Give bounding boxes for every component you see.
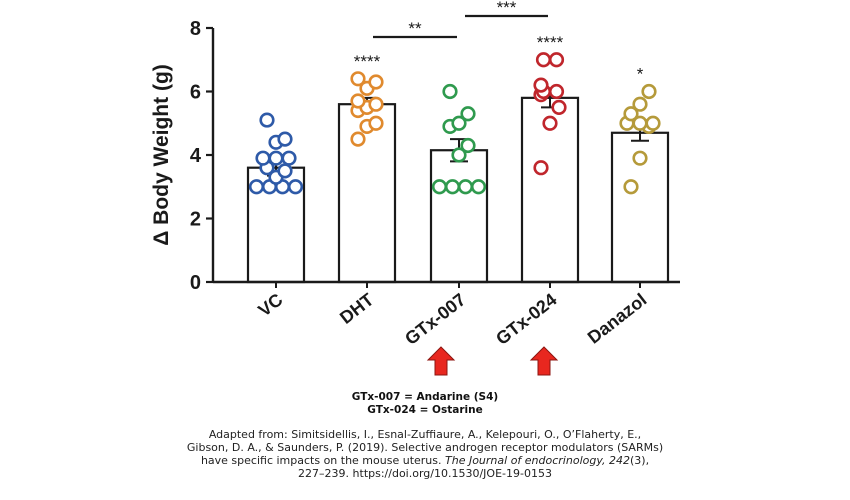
x-tick-label-vc: VC <box>254 289 286 320</box>
data-point-gtx-007 <box>431 179 448 195</box>
x-tick-label-gtx-007: GTx-007 <box>401 289 469 349</box>
data-point-danazol <box>623 179 639 195</box>
y-tick-label-6: 6 <box>190 82 201 104</box>
data-point-gtx-007 <box>460 106 476 122</box>
data-point-dht <box>350 131 366 147</box>
y-tick-label-2: 2 <box>190 209 201 231</box>
data-point-vc <box>277 163 293 179</box>
alias-line-ostarine: GTx-024 = Ostarine <box>367 404 483 416</box>
significance-label-gtx-024: **** <box>537 33 564 52</box>
data-point-gtx-024 <box>548 52 565 68</box>
data-point-dht <box>350 93 366 109</box>
data-point-vc <box>259 112 275 128</box>
data-point-danazol <box>645 115 661 131</box>
data-point-vc <box>277 131 293 147</box>
citation-line-1: Adapted from: Simitsidellis, I., Esnal-Z… <box>208 428 642 441</box>
data-point-dht <box>368 96 384 112</box>
data-point-danazol <box>623 106 639 122</box>
citation-line-4: 227–239. https://doi.org/10.1530/JOE-19-… <box>298 467 552 480</box>
highlight-arrow-gtx-007 <box>426 346 456 376</box>
data-point-gtx-007 <box>442 83 458 100</box>
data-point-vc <box>255 150 271 166</box>
bar-chart: 0 2 4 6 8 VC **** DHT GTx-007 **** GTx-024 * Danazo… <box>150 0 680 376</box>
citation-title-text: have specific impacts on the mouse uteru… <box>200 454 445 467</box>
x-tick-label-gtx-024: GTx-024 <box>492 289 560 349</box>
drug-alias-annotation: GTx-007 = Andarine (S4) GTx-024 = Ostari… <box>0 391 850 417</box>
data-point-gtx-007 <box>460 137 476 154</box>
data-point-gtx-024 <box>535 52 552 68</box>
data-point-vc <box>287 179 304 195</box>
x-tick-label-dht: DHT <box>336 289 377 328</box>
data-point-dht <box>368 115 384 131</box>
y-tick-label-4: 4 <box>190 145 202 167</box>
highlight-arrow-gtx-024 <box>529 346 559 376</box>
x-tick-label-danazol: Danazol <box>584 289 651 347</box>
citation-line-2: Gibson, D. A., & Saunders, P. (2019). Se… <box>186 441 664 454</box>
alias-line-andarine: GTx-007 = Andarine (S4) <box>351 391 499 403</box>
citation-journal: The Journal of endocrinology, 242 <box>445 454 630 467</box>
data-point-gtx-024 <box>542 115 558 131</box>
data-point-gtx-024 <box>533 77 549 93</box>
data-point-gtx-024 <box>548 83 565 100</box>
data-point-dht <box>368 74 384 90</box>
data-point-vc <box>248 179 265 195</box>
data-point-vc <box>268 150 284 166</box>
citation-line-3: have specific impacts on the mouse uteru… <box>0 454 850 467</box>
data-point-danazol <box>632 96 648 112</box>
comparison-label-2: *** <box>497 0 517 17</box>
data-point-gtx-007 <box>451 147 467 163</box>
significance-label-dht: **** <box>354 52 381 71</box>
citation-issue: (3), <box>629 454 650 467</box>
data-point-gtx-007 <box>444 179 461 195</box>
y-axis-label: Δ Body Weight (g) <box>150 64 173 246</box>
data-point-gtx-024 <box>551 99 567 115</box>
bar-gtx-007 <box>429 149 489 284</box>
data-point-gtx-007 <box>457 179 474 195</box>
data-point-gtx-024 <box>533 160 549 176</box>
data-point-dht <box>350 71 366 87</box>
data-point-vc <box>281 150 297 166</box>
data-point-gtx-007 <box>451 115 467 131</box>
data-point-gtx-007 <box>470 179 487 195</box>
data-point-danazol <box>641 83 657 100</box>
y-tick-label-8: 8 <box>190 18 201 40</box>
y-tick-label-0: 0 <box>190 272 201 294</box>
significance-label-danazol: * <box>637 65 644 84</box>
comparison-label-1: ** <box>408 19 422 38</box>
citation: Adapted from: Simitsidellis, I., Esnal-Z… <box>0 428 850 480</box>
data-point-danazol <box>632 150 648 166</box>
